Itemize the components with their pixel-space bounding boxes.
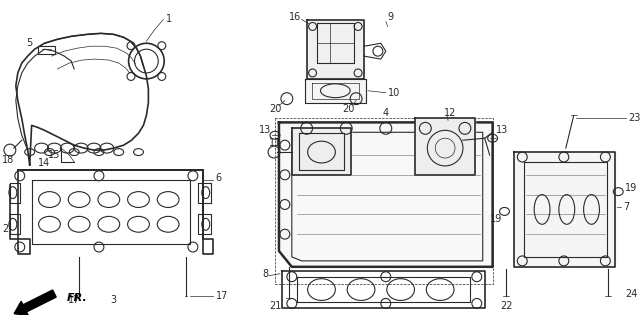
Text: 20: 20	[342, 104, 355, 113]
Text: 20: 20	[269, 104, 281, 113]
Text: FR.: FR.	[67, 294, 88, 303]
Polygon shape	[415, 119, 475, 175]
FancyArrow shape	[14, 290, 56, 315]
Bar	[38, 46, 56, 54]
Text: 24: 24	[625, 288, 637, 299]
Text: 3: 3	[111, 295, 117, 306]
Polygon shape	[279, 122, 493, 267]
Text: 6: 6	[216, 173, 222, 183]
Polygon shape	[305, 79, 366, 103]
Text: 9: 9	[388, 11, 394, 22]
Text: 17: 17	[68, 295, 81, 306]
Text: 4: 4	[383, 107, 389, 118]
Text: 11: 11	[269, 138, 281, 148]
Text: 18: 18	[2, 155, 14, 165]
Text: 22: 22	[500, 301, 513, 311]
Text: 12: 12	[444, 107, 456, 118]
Text: 2: 2	[2, 224, 8, 234]
Polygon shape	[292, 128, 351, 175]
Text: 17: 17	[216, 292, 228, 301]
Text: 19: 19	[625, 183, 637, 193]
Text: 13: 13	[259, 125, 271, 135]
Text: 16: 16	[289, 11, 301, 22]
Text: 21: 21	[269, 301, 281, 311]
Text: 5: 5	[26, 38, 33, 48]
Text: 1: 1	[166, 14, 172, 23]
Polygon shape	[307, 20, 364, 79]
Text: 8: 8	[262, 269, 268, 279]
Text: 19: 19	[490, 214, 502, 224]
Polygon shape	[515, 152, 615, 267]
Text: 7: 7	[623, 203, 629, 212]
Text: 14: 14	[38, 158, 51, 168]
Text: 15: 15	[48, 150, 61, 160]
Text: 10: 10	[388, 88, 400, 98]
Text: 23: 23	[628, 113, 640, 123]
Polygon shape	[515, 152, 615, 267]
Text: 13: 13	[497, 125, 509, 135]
